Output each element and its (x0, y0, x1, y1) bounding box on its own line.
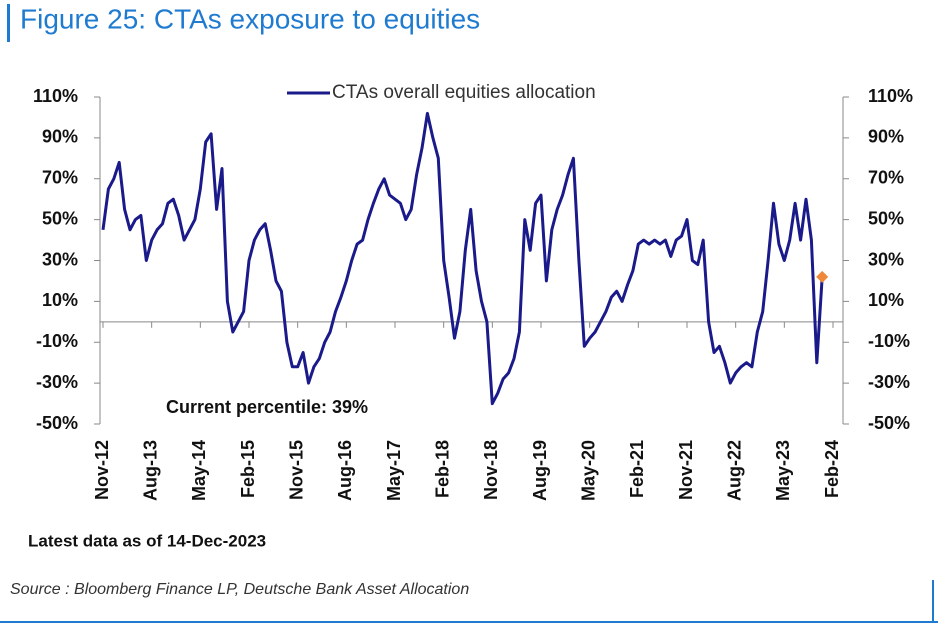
y2-tick-label: -10% (868, 331, 910, 351)
title-bar (7, 4, 10, 42)
annotation: Current percentile: 39% (166, 397, 368, 417)
x-tick-label: Nov-15 (286, 440, 306, 500)
y-tick-label: 30% (42, 249, 78, 269)
x-tick-label: Feb-21 (627, 440, 647, 498)
series-line (101, 111, 824, 406)
source: Source : Bloomberg Finance LP, Deutsche … (10, 581, 469, 598)
x-tick-label: Aug-19 (530, 440, 550, 501)
y2-tick-label: 10% (868, 290, 904, 310)
x-tick-label: Aug-22 (724, 440, 744, 501)
x-tick-label: Feb-24 (822, 440, 842, 498)
x-tick-label: May-20 (578, 440, 598, 501)
y-tick-label: 70% (42, 168, 78, 188)
y2-tick-label: 70% (868, 168, 904, 188)
x-tick-label: May-14 (189, 440, 209, 501)
x-tick-label: May-17 (384, 440, 404, 501)
y2-tick-label: 90% (868, 127, 904, 147)
x-tick-label: May-23 (773, 440, 793, 501)
y-tick-label: 50% (42, 208, 78, 228)
x-tick-label: Nov-12 (92, 440, 112, 500)
y-tick-label: -30% (36, 372, 78, 392)
y-tick-label: -10% (36, 331, 78, 351)
y2-tick-label: 110% (868, 86, 913, 106)
y2-tick-label: -50% (868, 413, 910, 433)
y-tick-label: -50% (36, 413, 78, 433)
legend-label: CTAs overall equities allocation (332, 82, 596, 103)
chart-title: Figure 25: CTAs exposure to equities (20, 3, 480, 34)
y2-tick-label: 50% (868, 208, 904, 228)
y-tick-label: 10% (42, 290, 78, 310)
x-tick-label: Aug-16 (335, 440, 355, 501)
x-tick-label: Feb-18 (432, 440, 452, 498)
y2-tick-label: 30% (868, 249, 904, 269)
x-tick-label: Aug-13 (140, 440, 160, 501)
note: Latest data as of 14-Dec-2023 (28, 531, 266, 550)
y-tick-label: 110% (33, 86, 78, 106)
x-tick-label: Nov-21 (676, 440, 696, 500)
y2-tick-label: -30% (868, 372, 910, 392)
x-tick-label: Feb-15 (238, 440, 258, 498)
last-point (816, 270, 829, 283)
y-tick-label: 90% (42, 127, 78, 147)
x-tick-label: Nov-18 (481, 440, 501, 500)
